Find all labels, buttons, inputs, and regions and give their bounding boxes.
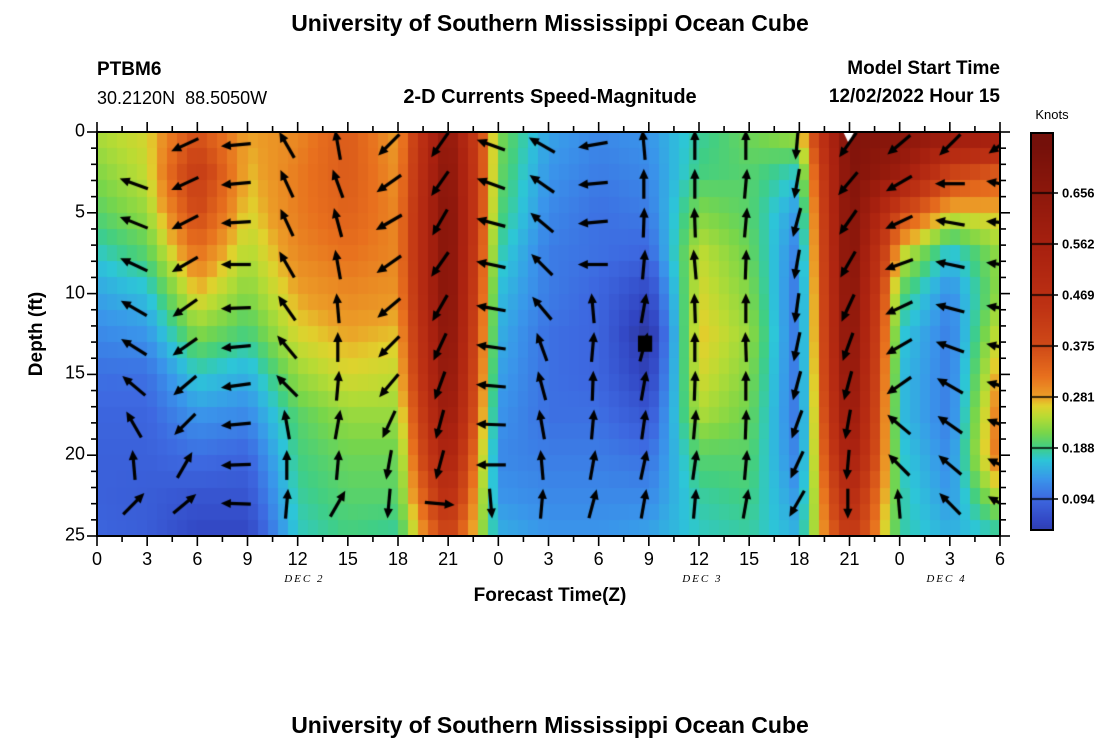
x-tick-label: 6	[994, 549, 1006, 569]
colorbar-units-label: Knots	[1035, 107, 1069, 122]
x-tick-label: 15	[337, 549, 358, 569]
station-id: PTBM6	[97, 59, 162, 80]
x-tick-label: 21	[839, 549, 860, 569]
y-tick-label: 10	[64, 282, 85, 303]
y-axis-label: Depth (ft)	[26, 291, 47, 377]
y-tick-label: 15	[64, 362, 85, 383]
x-tick-label: 18	[789, 549, 810, 569]
x-tick-label: 0	[493, 549, 504, 569]
y-tick-label: 25	[64, 524, 85, 545]
day-label: DEC 2	[284, 573, 325, 585]
x-tick-label: 21	[438, 549, 459, 569]
x-tick-label: 0	[894, 549, 905, 569]
colorbar-tick-label: 0.375	[1062, 338, 1095, 354]
x-axis-label: Forecast Time(Z)	[473, 585, 627, 606]
x-tick-label: 3	[944, 549, 955, 569]
y-tick-label: 20	[64, 443, 85, 464]
colorbar-tick-label: 0.656	[1062, 185, 1095, 201]
x-tick-label: 6	[593, 549, 604, 569]
colorbar-tick-label: 0.562	[1062, 236, 1095, 252]
x-tick-label: 18	[387, 549, 409, 569]
model-start-value: 12/02/2022 Hour 15	[828, 86, 1000, 107]
next-panel-title: University of Southern Mississippi Ocean…	[291, 712, 809, 738]
colorbar-tick-label: 0.469	[1062, 287, 1095, 303]
page-title: University of Southern Mississippi Ocean…	[291, 10, 809, 36]
station-coordinates: 30.2120N 88.5050W	[97, 88, 268, 108]
colorbar-tick-label: 0.094	[1062, 491, 1095, 507]
colorbar-tick-label: 0.281	[1062, 389, 1095, 405]
colorbar-tick-label: 0.188	[1062, 440, 1095, 456]
day-label: DEC 3	[682, 573, 723, 585]
x-tick-label: 12	[287, 549, 308, 569]
x-tick-label: 6	[192, 549, 203, 569]
x-tick-label: 0	[91, 549, 103, 569]
x-tick-label: 15	[739, 549, 760, 569]
colorbar	[1030, 132, 1054, 531]
currents-heatmap	[97, 132, 1000, 536]
y-tick-label: 0	[74, 120, 85, 141]
x-tick-label: 12	[688, 549, 710, 569]
x-tick-label: 3	[543, 549, 554, 569]
day-label: DEC 4	[926, 573, 967, 585]
panel-subtitle: 2-D Currents Speed-Magnitude	[403, 86, 697, 108]
x-tick-label: 3	[142, 549, 153, 569]
x-tick-label: 9	[643, 549, 654, 569]
model-start-label: Model Start Time	[847, 58, 1000, 79]
y-tick-label: 5	[74, 201, 85, 222]
x-tick-label: 9	[242, 549, 253, 569]
